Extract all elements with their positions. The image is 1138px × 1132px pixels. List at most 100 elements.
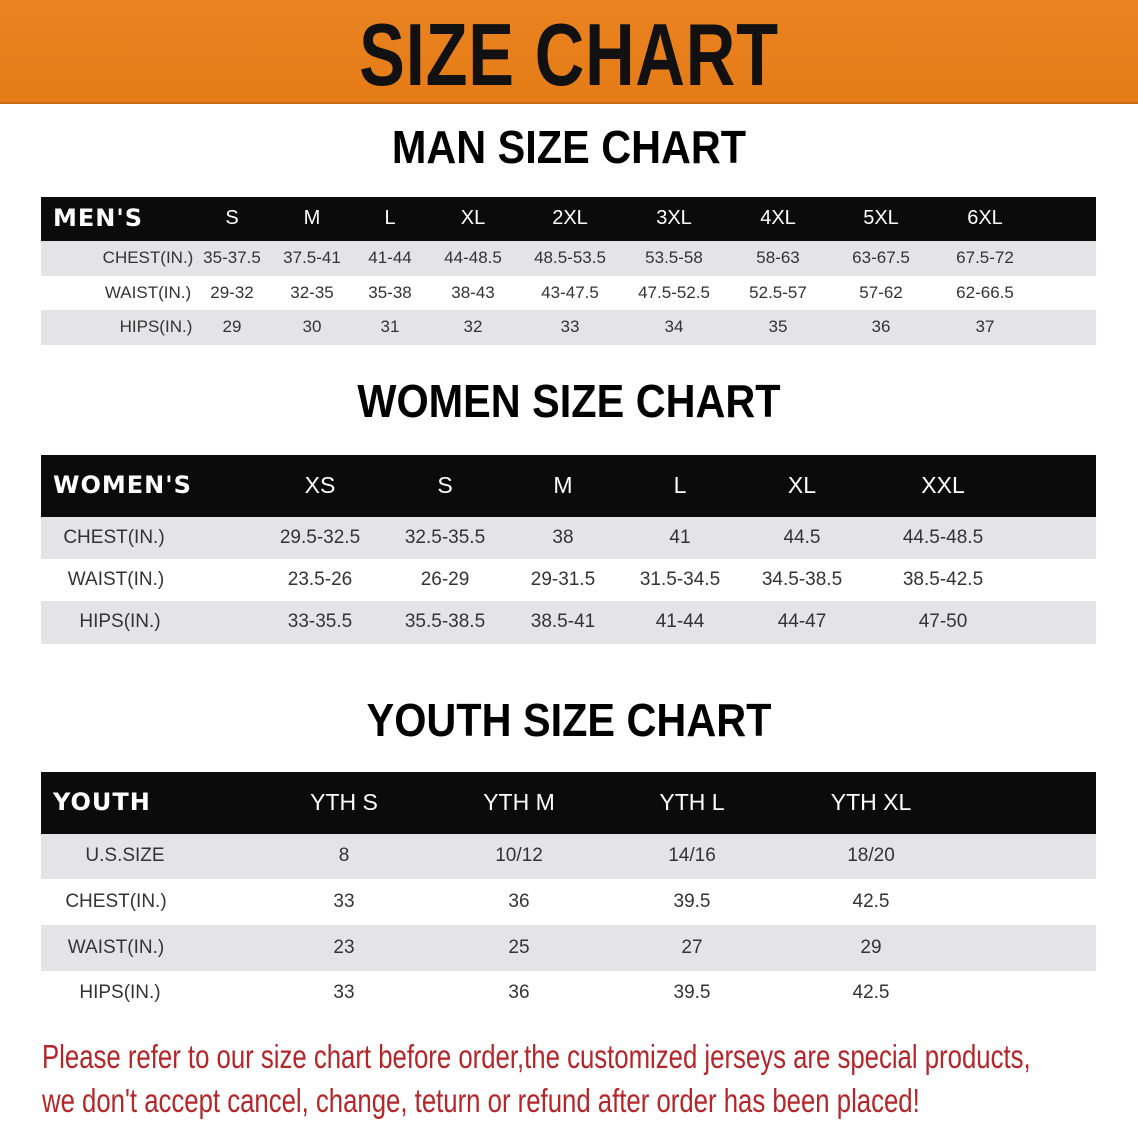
measurement-cell: 29-31.5 <box>530 568 596 590</box>
measurement-cell: 23 <box>333 936 355 958</box>
measurement-cell: 26-29 <box>420 568 470 590</box>
measurement-cell: 8 <box>338 845 350 867</box>
header-label: YOUTH <box>53 788 151 817</box>
measurement-cell: 36 <box>508 982 530 1004</box>
notice-line-1: Please refer to our size chart before or… <box>42 1038 1031 1075</box>
measurement-cell: 36 <box>871 317 891 337</box>
measurement-cell: 37 <box>975 317 995 337</box>
size-header: 3XL <box>656 207 692 229</box>
size-header: YTH XL <box>830 789 912 816</box>
measurement-cell: 41-44 <box>368 248 412 268</box>
measurement-cell: 29 <box>860 936 882 958</box>
table-row: HIPS(IN.) 33 36 39.5 42.5 <box>41 971 1096 1016</box>
measurement-cell: 33 <box>333 890 355 912</box>
table-row: HIPS(IN.) 33-35.5 35.5-38.5 38.5-41 41-44 44-… <box>41 601 1096 644</box>
measurement-cell: 38-43 <box>451 282 495 302</box>
measurement-cell: 53.5-58 <box>645 248 703 268</box>
measurement-cell: 38 <box>552 526 574 548</box>
measurement-cell: 35-38 <box>368 282 412 302</box>
row-label: WAIST(IN.) <box>67 568 165 590</box>
measurement-cell: 27 <box>681 936 703 958</box>
measurement-cell: 47.5-52.5 <box>638 282 710 302</box>
size-chart-banner: SIZE CHART <box>0 0 1138 104</box>
measurement-cell: 41-44 <box>655 611 705 633</box>
measurement-cell: 34.5-38.5 <box>761 568 843 590</box>
measurement-cell: 52.5-57 <box>749 282 807 302</box>
table-row: HIPS(IN.) 29 30 31 32 33 34 35 36 37 <box>41 310 1096 345</box>
measurement-cell: 32 <box>463 317 483 337</box>
measurement-cell: 14/16 <box>668 845 716 867</box>
measurement-cell: 33 <box>560 317 580 337</box>
row-label: CHEST(IN.) <box>63 526 165 548</box>
size-header: 4XL <box>760 207 796 229</box>
measurement-cell: 37.5-41 <box>283 248 341 268</box>
row-label: U.S.SIZE <box>85 845 165 867</box>
measurement-cell: 25 <box>508 936 530 958</box>
row-label: WAIST(IN.) <box>67 936 165 958</box>
measurement-cell: 23.5-26 <box>287 568 353 590</box>
table-header: MEN'S S M L XL 2XL 3XL 4XL 5XL 6XL <box>41 197 1096 241</box>
measurement-cell: 63-67.5 <box>852 248 910 268</box>
measurement-cell: 33 <box>333 982 355 1004</box>
measurement-cell: 57-62 <box>859 282 903 302</box>
size-header: XS <box>304 472 336 499</box>
table-row: U.S.SIZE 8 10/12 14/16 18/20 <box>41 834 1096 879</box>
measurement-cell: 18/20 <box>847 845 895 867</box>
table-row: WAIST(IN.) 23.5-26 26-29 29-31.5 31.5-34.5 34… <box>41 559 1096 601</box>
table-header: YOUTH YTH S YTH M YTH L YTH XL <box>41 772 1096 834</box>
size-header: 5XL <box>863 207 899 229</box>
size-header: YTH M <box>483 789 555 816</box>
table-row: WAIST(IN.) 23 25 27 29 <box>41 925 1096 971</box>
measurement-cell: 31.5-34.5 <box>639 568 721 590</box>
measurement-cell: 30 <box>302 317 322 337</box>
measurement-cell: 32-35 <box>290 282 334 302</box>
size-header: M <box>553 472 573 499</box>
measurement-cell: 36 <box>508 890 530 912</box>
table-row: WAIST(IN.) 29-32 32-35 35-38 38-43 43-47.5 47.… <box>41 276 1096 310</box>
measurement-cell: 41 <box>669 526 691 548</box>
size-header: 2XL <box>552 207 588 229</box>
measurement-cell: 47-50 <box>918 611 968 633</box>
row-label: CHEST(IN.) <box>102 248 194 268</box>
size-header: YTH S <box>310 789 378 816</box>
table-row: CHEST(IN.) 29.5-32.5 32.5-35.5 38 41 44.5 44.5… <box>41 517 1096 559</box>
size-header: 6XL <box>967 207 1003 229</box>
section-title: MAN SIZE CHART <box>391 121 747 173</box>
row-label: HIPS(IN.) <box>79 982 161 1004</box>
table-row: CHEST(IN.) 33 36 39.5 42.5 <box>41 879 1096 925</box>
measurement-cell: 32.5-35.5 <box>404 526 486 548</box>
banner-title: SIZE CHART <box>359 5 779 104</box>
section-title: YOUTH SIZE CHART <box>366 694 772 746</box>
section-title: WOMEN SIZE CHART <box>357 375 781 427</box>
size-header: XL <box>787 472 817 499</box>
measurement-cell: 62-66.5 <box>956 282 1014 302</box>
measurement-cell: 38.5-42.5 <box>902 568 984 590</box>
measurement-cell: 48.5-53.5 <box>534 248 606 268</box>
measurement-cell: 35.5-38.5 <box>404 611 486 633</box>
measurement-cell: 35 <box>768 317 788 337</box>
measurement-cell: 44-47 <box>777 611 827 633</box>
measurement-cell: 39.5 <box>673 890 711 912</box>
measurement-cell: 44-48.5 <box>444 248 502 268</box>
size-header: S <box>437 472 453 499</box>
measurement-cell: 33-35.5 <box>287 611 353 633</box>
measurement-cell: 44.5 <box>783 526 821 548</box>
measurement-cell: 10/12 <box>495 845 543 867</box>
row-label: WAIST(IN.) <box>104 282 192 302</box>
row-label: HIPS(IN.) <box>119 317 193 337</box>
table-header: WOMEN'S XS S M L XL XXL <box>41 455 1096 517</box>
size-header: L <box>384 207 396 229</box>
measurement-cell: 39.5 <box>673 982 711 1004</box>
measurement-cell: 31 <box>380 317 400 337</box>
size-header: S <box>225 207 239 229</box>
measurement-cell: 44.5-48.5 <box>902 526 984 548</box>
row-label: HIPS(IN.) <box>79 611 161 633</box>
measurement-cell: 42.5 <box>852 982 890 1004</box>
measurement-cell: 29-32 <box>210 282 254 302</box>
header-label: WOMEN'S <box>53 471 192 500</box>
measurement-cell: 42.5 <box>852 890 890 912</box>
row-label: CHEST(IN.) <box>65 890 167 912</box>
measurement-cell: 67.5-72 <box>956 248 1014 268</box>
size-header: XL <box>460 207 486 229</box>
measurement-cell: 43-47.5 <box>541 282 599 302</box>
